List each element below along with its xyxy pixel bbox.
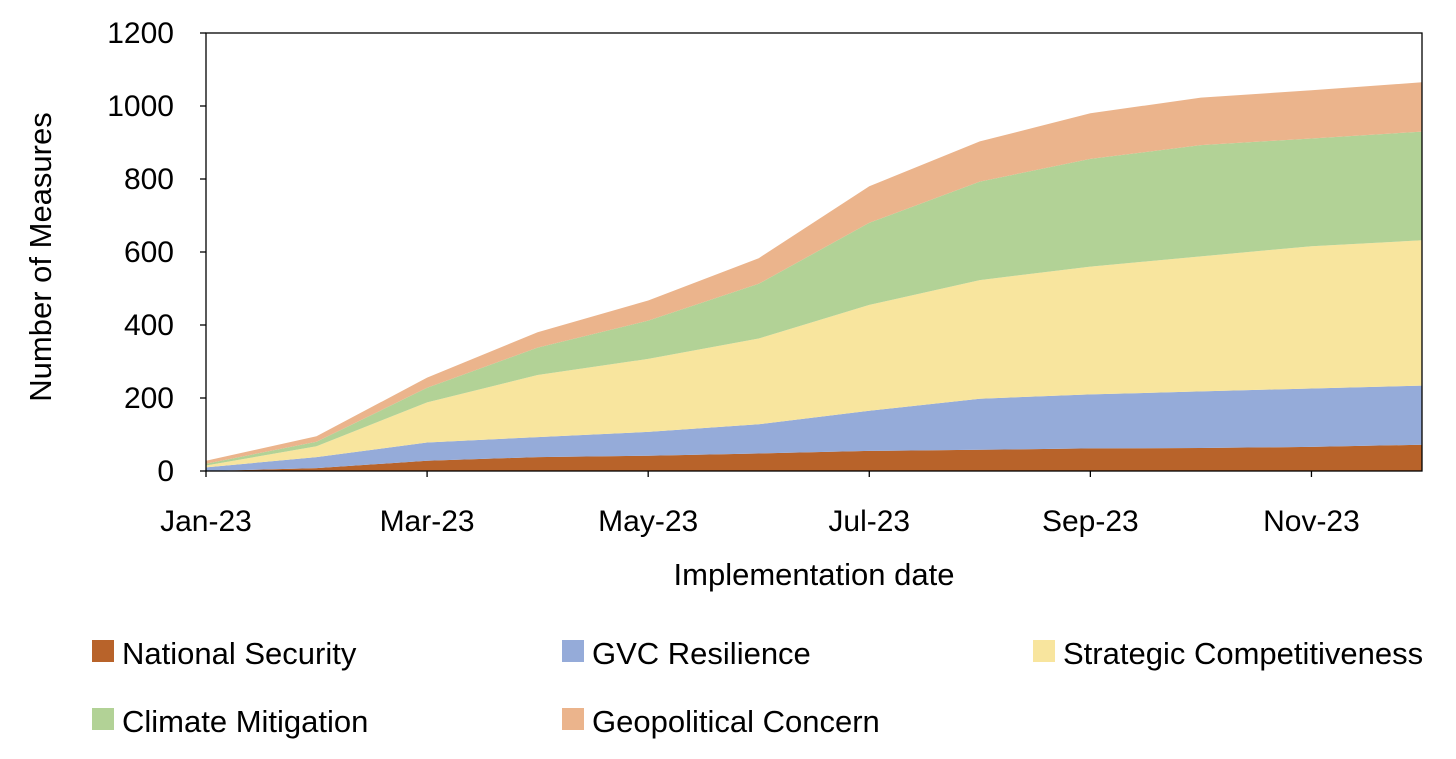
x-tick-label: Nov-23 (1263, 505, 1360, 538)
legend-swatch-climate-mitigation (92, 708, 114, 730)
x-tick-label: Sep-23 (1042, 505, 1139, 538)
y-axis: 0 200 400 600 800 1000 1200 (107, 17, 206, 488)
legend-label-national-security: National Security (122, 636, 357, 671)
area-national-security (206, 444, 1422, 471)
area-gvc-resilience (206, 385, 1422, 471)
y-axis-title: Number of Measures (23, 112, 58, 401)
area-geopolitical-concern (206, 82, 1422, 464)
legend-label-strategic-competitiveness: Strategic Competitiveness (1063, 636, 1423, 671)
legend: National Security GVC Resilience Strategic… (92, 636, 1423, 739)
legend-label-gvc-resilience: GVC Resilience (592, 636, 811, 671)
x-tick-label: May-23 (598, 505, 698, 538)
area-climate-mitigation (206, 131, 1422, 466)
legend-swatch-geopolitical-concern (562, 708, 584, 730)
x-tick-label: Jan-23 (160, 505, 252, 538)
x-tick-label: Mar-23 (380, 505, 475, 538)
x-axis: Jan-23 Mar-23 May-23 Jul-23 Sep-23 Nov-23 (160, 471, 1360, 538)
y-tick-label: 1000 (107, 90, 174, 123)
x-axis-title: Implementation date (674, 557, 955, 592)
y-tick-label: 800 (124, 163, 174, 196)
legend-label-climate-mitigation: Climate Mitigation (122, 704, 368, 739)
legend-label-geopolitical-concern: Geopolitical Concern (592, 704, 880, 739)
y-tick-label: 1200 (107, 17, 174, 50)
legend-swatch-strategic-competitiveness (1033, 640, 1055, 662)
y-tick-label: 200 (124, 382, 174, 415)
area-series-group (206, 82, 1422, 471)
y-tick-label: 0 (157, 455, 174, 488)
legend-swatch-gvc-resilience (562, 640, 584, 662)
y-tick-label: 600 (124, 236, 174, 269)
area-strategic-competitiveness (206, 240, 1422, 468)
legend-swatch-national-security (92, 640, 114, 662)
y-tick-label: 400 (124, 309, 174, 342)
x-tick-label: Jul-23 (828, 505, 910, 538)
